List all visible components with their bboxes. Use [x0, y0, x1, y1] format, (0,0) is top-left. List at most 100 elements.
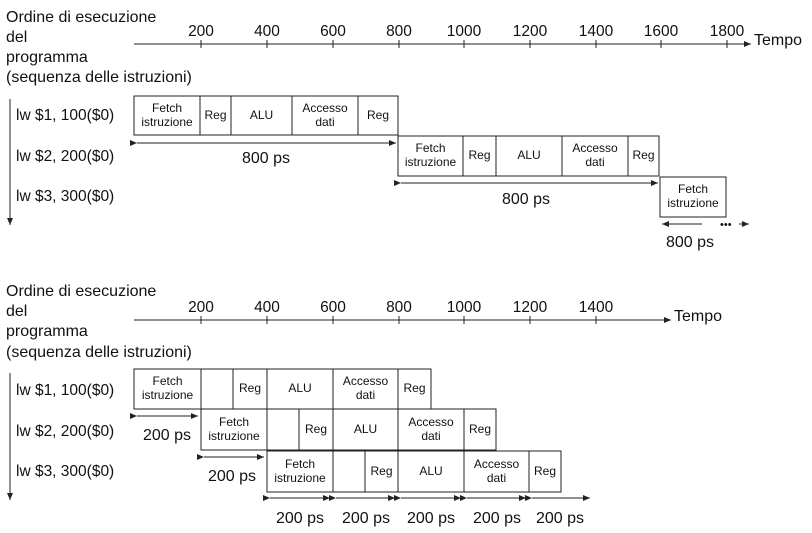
- stage-reg: [463, 408, 497, 451]
- stage-label: dati: [585, 155, 604, 169]
- stage-mem: [561, 135, 629, 177]
- stage-label: Reg: [239, 381, 261, 395]
- tick-label: 400: [254, 23, 280, 40]
- stage-mem: [332, 368, 399, 410]
- tick-label: 1000: [447, 23, 482, 40]
- stage-alu: [266, 368, 334, 410]
- order-label-line-3: programma: [6, 49, 88, 66]
- tick-label: 400: [254, 299, 280, 316]
- stage-label: istruzione: [142, 388, 194, 402]
- stage-reg: [397, 368, 432, 410]
- stage-label: istruzione: [141, 115, 193, 129]
- tick-label: 1200: [513, 299, 548, 316]
- stage-reg: [462, 135, 497, 177]
- stage-reg: [528, 450, 562, 493]
- duration-label: 800 ps: [666, 234, 714, 251]
- stage-label: istruzione: [208, 429, 260, 443]
- order-label-line-1: Ordine di esecuzione: [6, 9, 156, 26]
- stage-alu: [332, 408, 399, 451]
- stage-fetch: [659, 176, 727, 218]
- order-label-line-3: programma: [6, 323, 88, 340]
- stage-label: dati: [421, 429, 440, 443]
- stage-mem: [291, 95, 359, 136]
- stage-label: ALU: [288, 381, 311, 395]
- stage-label: Fetch: [678, 182, 708, 196]
- stage-label: dati: [315, 115, 334, 129]
- tick-label: 200: [188, 23, 214, 40]
- stage-label: Fetch: [152, 374, 182, 388]
- duration-label: 200 ps: [407, 510, 455, 527]
- stage-label: Fetch: [285, 457, 315, 471]
- stage-label: istruzione: [405, 155, 457, 169]
- stage-label: istruzione: [667, 196, 719, 210]
- instruction-label: lw $1, 100($0): [16, 382, 114, 399]
- stage-mem: [463, 450, 530, 493]
- pipelined-diagram: Ordine di esecuzione del programma (sequ…: [6, 283, 722, 527]
- tick-label: 1400: [579, 23, 614, 40]
- stage-reg: [232, 368, 268, 410]
- stage-label: Reg: [204, 108, 226, 122]
- tick-label: 800: [386, 23, 412, 40]
- time-axis-label: Tempo: [674, 308, 722, 325]
- stage-fetch: [133, 95, 201, 136]
- duration-label: 800 ps: [242, 150, 290, 167]
- time-axis-label: Tempo: [754, 32, 802, 49]
- tick-label: 1800: [710, 23, 745, 40]
- stage-reg: [298, 408, 334, 451]
- stage-reg: [364, 450, 399, 493]
- duration-label: 200 ps: [536, 510, 584, 527]
- instruction-1-stages: Fetch istruzione Reg ALU Accesso dati Re…: [133, 368, 432, 410]
- instruction-label: lw $3, 300($0): [16, 188, 114, 205]
- duration-label: 800 ps: [502, 191, 550, 208]
- stage-fetch: [397, 135, 464, 177]
- duration-label: 200 ps: [276, 510, 324, 527]
- stage-reg: [199, 95, 232, 136]
- stage-idle: [332, 450, 366, 493]
- stage-label: Reg: [367, 108, 389, 122]
- duration-label: 200 ps: [473, 510, 521, 527]
- order-label-line-4: (sequenza delle istruzioni): [6, 344, 192, 361]
- tick-label: 200: [188, 299, 214, 316]
- order-label-line-1: Ordine di esecuzione: [6, 283, 156, 300]
- stage-label: istruzione: [274, 471, 326, 485]
- stage-label: ALU: [354, 422, 377, 436]
- tick-label: 1000: [447, 299, 482, 316]
- stage-label: Reg: [534, 464, 556, 478]
- tick-label: 1200: [513, 23, 548, 40]
- instruction-1-stages: Fetch istruzione Reg ALU Accesso dati Re…: [133, 95, 399, 136]
- duration-label: 200 ps: [208, 468, 256, 485]
- instruction-3-stages: Fetch istruzione Reg ALU Accesso dati Re…: [266, 450, 562, 493]
- stage-label: ALU: [250, 108, 273, 122]
- instruction-label: lw $3, 300($0): [16, 463, 114, 480]
- order-label-line-4: (sequenza delle istruzioni): [6, 69, 192, 86]
- continuation-dots: •••: [720, 219, 732, 231]
- stage-label: dati: [356, 388, 375, 402]
- stage-label: Accesso: [408, 415, 454, 429]
- stage-label: Accesso: [343, 374, 389, 388]
- stage-idle: [266, 408, 300, 451]
- order-label-line-2: del: [6, 29, 27, 46]
- order-label-line-2: del: [6, 303, 27, 320]
- stage-label: Fetch: [152, 101, 182, 115]
- instruction-label: lw $2, 200($0): [16, 423, 114, 440]
- stage-label: Accesso: [302, 101, 348, 115]
- stage-fetch: [266, 450, 334, 493]
- instruction-3-stages: Fetch istruzione: [659, 176, 727, 218]
- stage-fetch: [200, 408, 268, 451]
- tick-label: 600: [320, 23, 346, 40]
- stage-reg: [627, 135, 660, 177]
- tick-label: 600: [320, 299, 346, 316]
- stage-label: Accesso: [474, 457, 520, 471]
- stage-label: ALU: [419, 464, 442, 478]
- stage-label: Fetch: [415, 141, 445, 155]
- stage-label: Accesso: [572, 141, 618, 155]
- stage-label: Reg: [632, 148, 654, 162]
- stage-label: Reg: [403, 381, 425, 395]
- stage-label: dati: [487, 471, 506, 485]
- stage-label: Reg: [468, 148, 490, 162]
- stage-idle: [200, 368, 234, 410]
- stage-label: Reg: [305, 422, 327, 436]
- stage-fetch: [133, 368, 202, 410]
- stage-label: Reg: [469, 422, 491, 436]
